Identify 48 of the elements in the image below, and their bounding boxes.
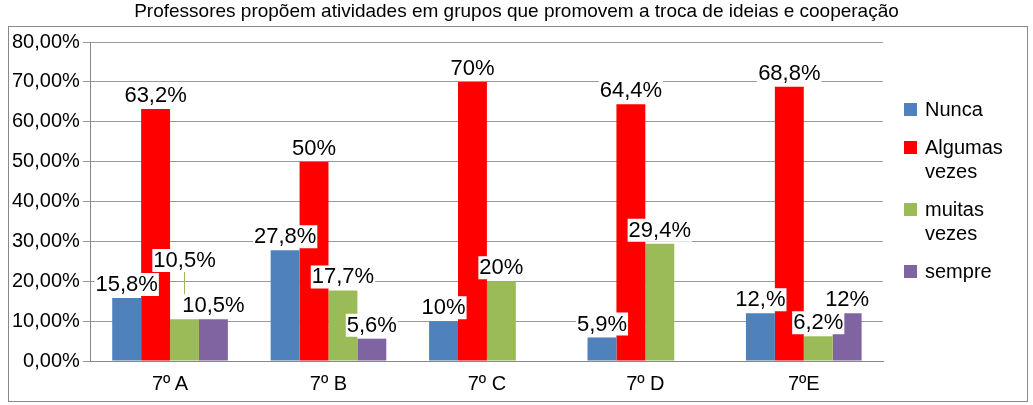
data-label: 17,7% (311, 263, 375, 289)
data-label: 10% (421, 294, 466, 320)
y-tick-label: 20,00% (11, 268, 81, 291)
legend-label: sempre (925, 259, 992, 283)
legend-label: Algumas vezes (925, 135, 1004, 183)
bar (803, 336, 833, 361)
bar (429, 321, 458, 361)
bar (170, 319, 199, 361)
data-label: 64,4% (599, 77, 663, 103)
bar (486, 281, 516, 361)
data-label: 29,4% (628, 216, 691, 242)
x-tick-label: 7º D (626, 371, 665, 394)
bar (587, 337, 617, 361)
y-tick-label: 50,00% (11, 149, 81, 172)
y-tick-label: 70,00% (11, 69, 81, 92)
bar (745, 313, 775, 361)
data-label: 5,6% (346, 311, 397, 337)
data-label: 6,2% (793, 309, 844, 335)
bar (112, 298, 142, 361)
x-tick-label: 7ºE (787, 371, 820, 394)
data-label: 70% (450, 54, 495, 80)
data-label: 63,2% (124, 82, 187, 108)
y-tick-label: 80,00% (11, 29, 81, 52)
x-tick-label: 7º C (467, 371, 507, 394)
data-label: 50% (292, 134, 337, 160)
data-label: 5,9% (576, 310, 628, 336)
data-label: 68,8% (758, 59, 821, 85)
data-label: 20% (479, 254, 524, 280)
legend-label: muitas vezes (925, 197, 985, 245)
data-label: 10,5% (182, 292, 245, 318)
data-label: 12% (825, 286, 870, 312)
bar (357, 338, 387, 361)
y-tick-label: 30,00% (11, 228, 81, 251)
legend-label: Nunca (925, 97, 983, 121)
bar (198, 319, 228, 361)
bar (645, 243, 675, 361)
x-tick-label: 7º B (309, 371, 348, 394)
y-tick-label: 40,00% (11, 189, 81, 212)
bar (270, 250, 300, 361)
chart-title: Professores propõem atividades em grupos que promovem a troca de ideias e cooperação (133, 0, 900, 22)
y-tick-label: 10,00% (11, 308, 81, 331)
data-label: 12,% (735, 286, 786, 312)
data-label: 10,5% (153, 247, 216, 273)
x-tick-label: 7º A (151, 371, 189, 394)
data-label: 27,8% (253, 223, 317, 249)
y-tick-label: 0,00% (23, 348, 81, 371)
data-label: 15,8% (95, 271, 158, 297)
y-tick-label: 60,00% (11, 109, 81, 132)
